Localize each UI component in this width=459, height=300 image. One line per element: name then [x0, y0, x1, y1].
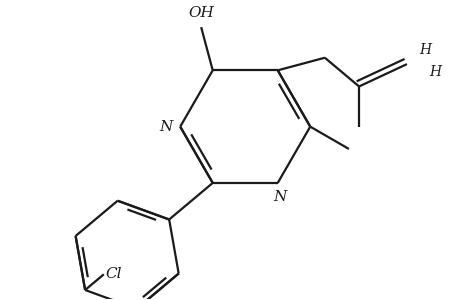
- Text: H: H: [418, 43, 431, 57]
- Text: N: N: [273, 190, 286, 204]
- Text: Cl: Cl: [106, 267, 122, 281]
- Text: H: H: [428, 65, 441, 79]
- Text: OH: OH: [188, 6, 213, 20]
- Text: N: N: [159, 120, 172, 134]
